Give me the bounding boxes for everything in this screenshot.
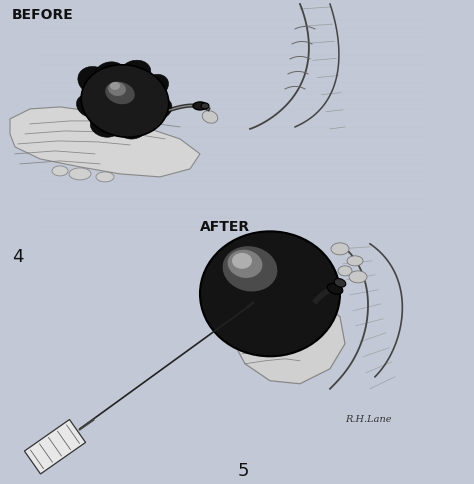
Ellipse shape: [95, 63, 125, 85]
Ellipse shape: [232, 253, 252, 269]
Polygon shape: [10, 108, 200, 178]
Ellipse shape: [78, 67, 112, 96]
Ellipse shape: [105, 82, 135, 105]
Ellipse shape: [347, 257, 363, 266]
Polygon shape: [238, 294, 345, 384]
Ellipse shape: [141, 75, 169, 98]
Text: 5: 5: [238, 461, 249, 479]
Ellipse shape: [327, 284, 343, 295]
Ellipse shape: [223, 247, 277, 292]
Ellipse shape: [200, 232, 340, 357]
Ellipse shape: [202, 111, 218, 124]
Text: BEFORE: BEFORE: [12, 8, 74, 22]
Ellipse shape: [338, 266, 352, 276]
Ellipse shape: [69, 168, 91, 181]
Text: AFTER: AFTER: [200, 219, 250, 233]
Ellipse shape: [148, 99, 172, 121]
Ellipse shape: [334, 279, 346, 287]
Ellipse shape: [349, 271, 367, 283]
Ellipse shape: [90, 115, 120, 138]
Ellipse shape: [331, 243, 349, 256]
Text: 4: 4: [12, 247, 24, 265]
Ellipse shape: [76, 95, 103, 118]
Ellipse shape: [119, 120, 147, 140]
Ellipse shape: [108, 83, 126, 97]
Text: R.H.Lane: R.H.Lane: [345, 414, 392, 423]
Ellipse shape: [96, 172, 114, 182]
Ellipse shape: [193, 103, 207, 111]
Ellipse shape: [119, 61, 151, 87]
Ellipse shape: [110, 83, 120, 91]
Ellipse shape: [81, 65, 169, 138]
Polygon shape: [25, 420, 85, 474]
Ellipse shape: [201, 104, 209, 110]
Ellipse shape: [52, 166, 68, 177]
Ellipse shape: [228, 250, 263, 278]
